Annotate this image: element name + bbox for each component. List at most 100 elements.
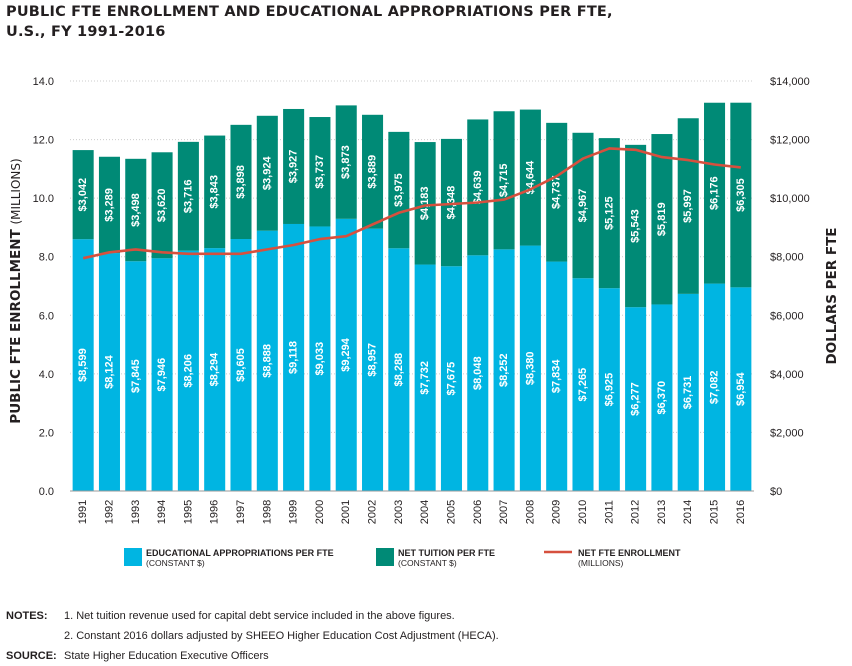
tuition-value-label: $3,873 — [340, 145, 352, 179]
legend-tuition-swatch — [376, 548, 394, 566]
tuition-bar — [177, 141, 199, 251]
x-tick-label: 2006 — [472, 500, 484, 524]
tuition-value-label: $5,819 — [656, 202, 668, 236]
appropriations-bar — [72, 239, 94, 491]
tuition-bar — [204, 135, 226, 249]
tuition-bar — [335, 105, 357, 219]
appropriations-bar — [546, 261, 568, 491]
appropriations-bar — [730, 287, 752, 491]
chart-title-line-2: U.S., FY 1991-2016 — [6, 24, 166, 40]
right-tick-label: $4,000 — [770, 369, 804, 381]
x-tick-label: 1995 — [182, 500, 194, 524]
left-tick-label: 2.0 — [39, 427, 54, 439]
tuition-value-label: $3,975 — [393, 173, 405, 207]
appropriations-bar — [283, 223, 305, 492]
appropriations-value-label: $6,277 — [630, 382, 642, 416]
appropriations-value-label: $7,834 — [551, 359, 563, 394]
left-axis-title-main: PUBLIC FTE ENROLLMENT — [8, 225, 24, 424]
x-tick-label: 2010 — [577, 500, 589, 524]
legend-appropriations-sublabel: (CONSTANT $) — [146, 558, 205, 568]
x-tick-label: 2004 — [419, 500, 431, 524]
tuition-value-label: $3,898 — [235, 165, 247, 199]
appropriations-value-label: $8,599 — [77, 348, 89, 382]
appropriations-value-label: $8,124 — [103, 354, 115, 389]
legend-tuition: NET TUITION PER FTE(CONSTANT $) — [376, 548, 495, 568]
tuition-value-label: $5,125 — [603, 196, 615, 230]
appropriations-bar — [230, 238, 252, 491]
right-tick-label: $8,000 — [770, 252, 804, 264]
tuition-value-label: $5,997 — [682, 189, 694, 223]
left-tick-label: 10.0 — [33, 193, 54, 205]
tuition-bar — [493, 111, 515, 250]
right-tick-label: $6,000 — [770, 310, 804, 322]
appropriations-bar — [309, 226, 331, 491]
right-tick-label: $12,000 — [770, 135, 810, 147]
tuition-value-label: $3,289 — [103, 188, 115, 222]
axes: 0.0 $0 2.0 $2,000 4.0 $4,000 6.0 $6,000 8.0 $8,00… — [8, 76, 840, 524]
x-tick-label: 2013 — [656, 500, 668, 524]
tuition-value-label: $3,737 — [314, 155, 326, 189]
tuition-value-label: $5,543 — [630, 209, 642, 243]
appropriations-value-label: $9,033 — [314, 342, 326, 376]
tuition-bar — [704, 102, 726, 284]
appropriations-bar — [125, 261, 147, 491]
bars: $8,599 $3,042 $8,124 $3,289 $7,845 $3,498 $7,9… — [72, 102, 752, 492]
tuition-bar — [151, 152, 173, 259]
tuition-value-label: $4,967 — [577, 189, 589, 223]
appropriations-bar — [440, 266, 462, 491]
appropriations-value-label: $9,294 — [340, 337, 352, 372]
appropriations-value-label: $6,954 — [735, 371, 747, 406]
tuition-bar — [256, 115, 278, 231]
note-1: 1. Net tuition revenue used for capital … — [64, 610, 455, 622]
tuition-bar — [283, 108, 305, 224]
tuition-bar — [519, 109, 541, 246]
appropriations-value-label: $7,082 — [709, 370, 721, 404]
x-tick-label: 1998 — [261, 500, 273, 524]
right-tick-label: $0 — [770, 486, 782, 498]
notes-label: NOTES: — [6, 610, 48, 622]
appropriations-value-label: $8,957 — [367, 343, 379, 377]
appropriations-bar — [362, 228, 384, 491]
appropriations-bar — [414, 264, 436, 491]
source-label: SOURCE: — [6, 650, 57, 662]
left-tick-label: 4.0 — [39, 369, 54, 381]
appropriations-bar — [651, 304, 673, 491]
appropriations-value-label: $8,252 — [498, 353, 510, 387]
enrollment-line — [82, 147, 741, 260]
appropriations-bar — [625, 307, 647, 491]
legend-enrollment: NET FTE ENROLLMENT(MILLIONS) — [544, 548, 681, 568]
appropriations-bar — [177, 250, 199, 491]
chart: $8,599 $3,042 $8,124 $3,289 $7,845 $3,498 $7,9… — [8, 76, 840, 568]
x-tick-label: 2014 — [682, 500, 694, 524]
tuition-bar — [309, 117, 331, 227]
left-tick-label: 6.0 — [39, 310, 54, 322]
tuition-bar — [598, 138, 620, 289]
right-tick-label: $2,000 — [770, 427, 804, 439]
appropriations-value-label: $7,845 — [130, 359, 142, 393]
legend-appropriations-label: EDUCATIONAL APPROPRIATIONS PER FTE — [146, 548, 334, 558]
x-tick-label: 1993 — [130, 500, 142, 524]
appropriations-bar — [256, 230, 278, 492]
x-tick-label: 1997 — [235, 500, 247, 524]
left-tick-label: 12.0 — [33, 135, 54, 147]
x-tick-label: 1994 — [156, 500, 168, 524]
x-tick-label: 2000 — [314, 500, 326, 524]
tuition-value-label: $6,176 — [709, 176, 721, 210]
appropriations-value-label: $6,731 — [682, 376, 694, 410]
tuition-bar — [730, 102, 752, 288]
chart-title-line-1: PUBLIC FTE ENROLLMENT AND EDUCATIONAL AP… — [6, 4, 613, 20]
tuition-bar — [388, 131, 410, 249]
x-tick-label: 2008 — [524, 500, 536, 524]
tuition-bar — [440, 138, 462, 267]
tuition-bar — [414, 142, 436, 265]
note-2: 2. Constant 2016 dollars adjusted by SHE… — [64, 630, 499, 642]
x-tick-label: 2009 — [551, 500, 563, 524]
appropriations-value-label: $7,675 — [445, 362, 457, 396]
legend-tuition-sublabel: (CONSTANT $) — [398, 558, 457, 568]
x-tick-label: 2011 — [603, 500, 615, 524]
legend-appropriations-swatch — [124, 548, 142, 566]
appropriations-value-label: $6,370 — [656, 381, 668, 415]
legend-enrollment-sublabel: (MILLIONS) — [578, 558, 624, 568]
appropriations-bar — [572, 278, 594, 491]
tuition-bar — [651, 134, 673, 305]
